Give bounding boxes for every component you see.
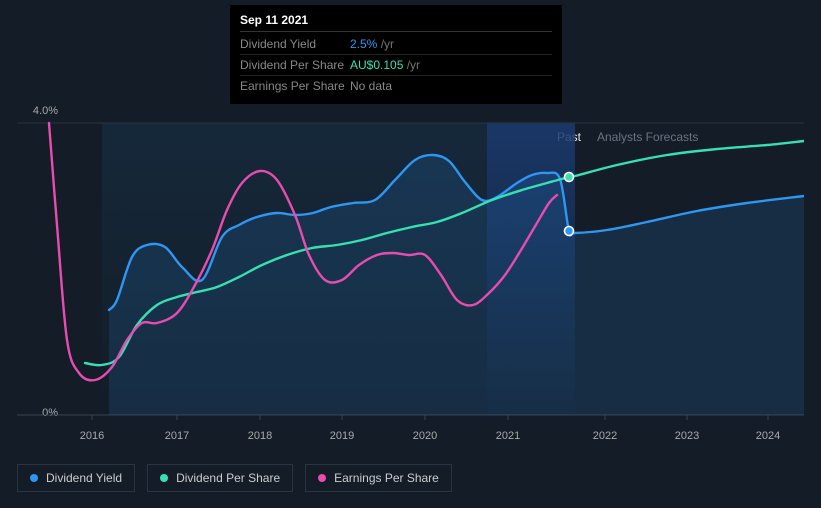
- x-tick-label: 2021: [496, 430, 520, 442]
- tooltip-row: Dividend Yield2.5% /yr: [240, 34, 552, 55]
- tooltip-row-value: 2.5% /yr: [350, 37, 394, 51]
- x-tick-label: 2016: [80, 430, 104, 442]
- legend-dot-icon: [160, 474, 168, 482]
- tooltip-row-value: AU$0.105 /yr: [350, 58, 420, 72]
- chart-svg: [17, 105, 804, 440]
- tooltip-row: Dividend Per ShareAU$0.105 /yr: [240, 55, 552, 76]
- chart-plot: [17, 105, 804, 440]
- tooltip-row: Earnings Per ShareNo data: [240, 76, 552, 96]
- legend-label: Dividend Per Share: [176, 471, 280, 485]
- tooltip-row-label: Dividend Per Share: [240, 58, 350, 72]
- tooltip-row-value: No data: [350, 79, 392, 93]
- x-tick-label: 2020: [413, 430, 437, 442]
- x-tick-label: 2019: [330, 430, 354, 442]
- x-tick-label: 2017: [165, 430, 189, 442]
- legend-dot-icon: [30, 474, 38, 482]
- legend-dot-icon: [318, 474, 326, 482]
- x-tick-label: 2018: [248, 430, 272, 442]
- legend-item[interactable]: Dividend Yield: [17, 464, 135, 492]
- tooltip-date: Sep 11 2021: [240, 13, 552, 32]
- tooltip-row-label: Earnings Per Share: [240, 79, 350, 93]
- x-tick-label: 2022: [593, 430, 617, 442]
- x-tick-label: 2023: [675, 430, 699, 442]
- tooltip-row-label: Dividend Yield: [240, 37, 350, 51]
- legend-label: Dividend Yield: [46, 471, 122, 485]
- legend: Dividend Yield Dividend Per Share Earnings…: [17, 464, 452, 492]
- x-tick-label: 2024: [756, 430, 780, 442]
- x-axis-labels: 2016 2017 2018 2019 2020 2021 2022 2023 2024: [17, 430, 804, 446]
- legend-label: Earnings Per Share: [334, 471, 439, 485]
- legend-item[interactable]: Earnings Per Share: [305, 464, 452, 492]
- tooltip-box: Sep 11 2021 Dividend Yield2.5% /yrDivide…: [230, 5, 562, 104]
- legend-item[interactable]: Dividend Per Share: [147, 464, 293, 492]
